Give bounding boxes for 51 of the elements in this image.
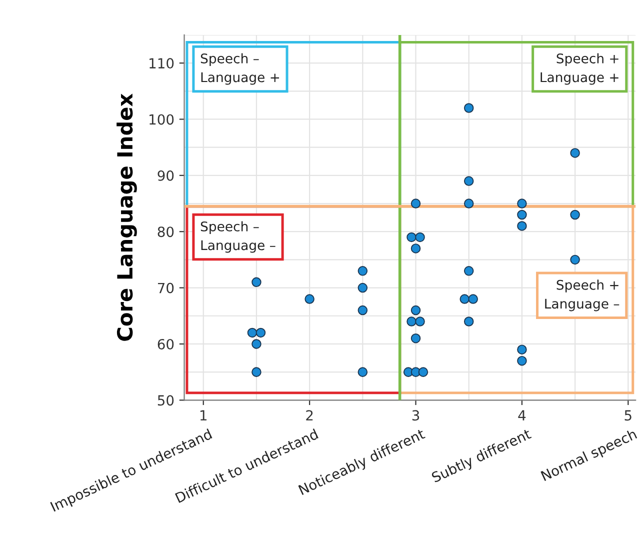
point — [517, 221, 527, 231]
y-tick-label: 100 — [150, 114, 174, 125]
point — [252, 339, 262, 349]
annotation: Speech + Language + — [540, 53, 618, 85]
point — [410, 333, 421, 344]
point — [460, 294, 470, 304]
y-tick-label: 70 — [158, 282, 174, 294]
point — [358, 305, 368, 316]
point — [247, 328, 258, 338]
point — [464, 266, 474, 276]
point — [415, 316, 425, 326]
y-tick-label: 60 — [158, 338, 174, 350]
point — [517, 198, 527, 208]
point — [358, 266, 368, 276]
y-tick-label: 50 — [158, 395, 174, 406]
point — [358, 282, 368, 293]
point — [570, 210, 580, 220]
point — [410, 198, 421, 208]
point — [464, 103, 474, 113]
annotation: Speech + Language – — [545, 280, 620, 312]
annotation: Speech – Language + — [200, 53, 280, 85]
point — [517, 344, 527, 354]
point — [464, 316, 474, 326]
point — [464, 176, 474, 186]
annotation: Speech – Language – — [200, 221, 276, 253]
point — [415, 232, 425, 242]
x-tick-label: 5 — [624, 410, 632, 421]
point — [468, 294, 478, 304]
point — [358, 367, 368, 377]
point — [517, 210, 527, 220]
y-axis-title: Core Language Index — [116, 94, 137, 341]
y-tick-label: 110 — [150, 58, 174, 69]
point — [570, 148, 580, 158]
x-tick-label: 1 — [200, 410, 207, 420]
point — [406, 316, 416, 326]
point — [410, 244, 421, 254]
y-tick-label: 90 — [158, 170, 174, 181]
x-tick-label: 4 — [518, 410, 526, 420]
x-tick-label: 3 — [412, 410, 420, 421]
point — [252, 277, 262, 288]
point — [252, 367, 262, 377]
point — [304, 294, 314, 304]
point — [418, 367, 428, 377]
point — [570, 254, 580, 265]
y-tick-label: 80 — [158, 226, 174, 238]
point — [406, 232, 416, 242]
point — [464, 198, 474, 208]
x-tick-label: 2 — [306, 410, 313, 420]
point — [410, 305, 421, 316]
point — [256, 328, 266, 338]
point — [517, 356, 527, 366]
